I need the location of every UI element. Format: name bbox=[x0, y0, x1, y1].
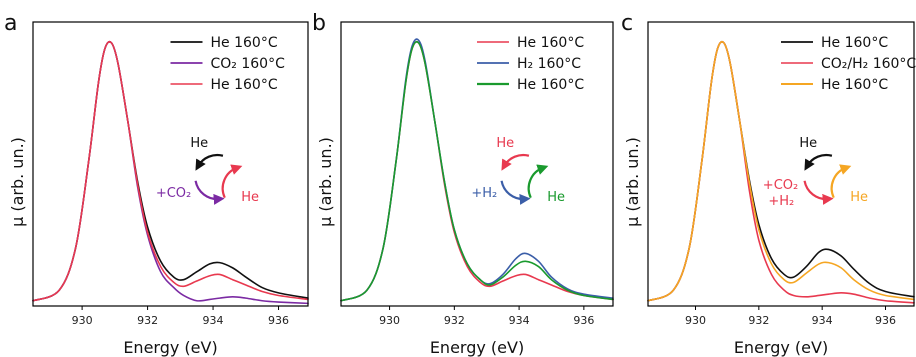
chart-panel-c: c 930 932 934 936 Energy (eV) μ (arb. un.) He 1… bbox=[621, 11, 916, 357]
x-tick-label: 932 bbox=[748, 314, 769, 327]
x-tick-label: 932 bbox=[137, 314, 158, 327]
cycle-arrow-right bbox=[221, 164, 243, 199]
panel-letter: b bbox=[312, 11, 326, 36]
plot-frame bbox=[647, 21, 915, 307]
legend-entry-1: He 160°C bbox=[821, 35, 888, 51]
y-axis-label: μ (arb. un.) bbox=[8, 137, 27, 227]
series-line-3 bbox=[647, 41, 915, 302]
y-axis-label: μ (arb. un.) bbox=[623, 137, 642, 227]
legend-entry-1: He 160°C bbox=[211, 35, 278, 51]
legend-entry-3: He 160°C bbox=[211, 77, 278, 93]
x-tick-label: 930 bbox=[379, 314, 400, 327]
cycle-arrow-left bbox=[500, 180, 531, 205]
legend-entry-1: He 160°C bbox=[517, 35, 584, 51]
cycle-label-left: +CO₂ bbox=[156, 186, 191, 201]
x-axis-label: Energy (eV) bbox=[430, 338, 524, 357]
cycle-arrow-left bbox=[194, 180, 225, 205]
cycle-arrow-top bbox=[804, 153, 833, 171]
cycle-label-top: He bbox=[190, 136, 208, 151]
legend-entry-3: He 160°C bbox=[821, 77, 888, 93]
x-axis-label: Energy (eV) bbox=[123, 338, 217, 357]
legend-entry-2: CO₂ 160°C bbox=[211, 56, 286, 72]
x-tick-label: 930 bbox=[685, 314, 706, 327]
plot-frame bbox=[340, 21, 614, 307]
plot-frame bbox=[32, 21, 309, 307]
x-axis-label: Energy (eV) bbox=[734, 338, 828, 357]
x-tick-label: 934 bbox=[812, 314, 833, 327]
x-tick-label: 936 bbox=[268, 314, 289, 327]
chart-panel-b: b 930 932 934 936 Energy (eV) μ (arb. un.) He 1… bbox=[312, 11, 614, 357]
cycle-arrow-top bbox=[501, 153, 530, 171]
panel-letter: a bbox=[4, 11, 17, 36]
x-tick-label: 936 bbox=[875, 314, 896, 327]
cycle-arrow-left bbox=[803, 180, 834, 205]
x-tick-label: 934 bbox=[203, 314, 224, 327]
cycle-label-right: He bbox=[850, 190, 868, 205]
cycle-label-top: He bbox=[496, 136, 514, 151]
chart-panel-a: a 930 932 934 936 Energy (eV) μ (arb. un.) He 1… bbox=[4, 11, 309, 357]
legend-entry-3: He 160°C bbox=[517, 77, 584, 93]
legend-entry-2: H₂ 160°C bbox=[517, 56, 581, 72]
cycle-label-left-2: +H₂ bbox=[768, 194, 794, 209]
cycle-arrow-right bbox=[527, 164, 549, 199]
cycle-arrow-right bbox=[830, 164, 852, 199]
series-line-3 bbox=[32, 41, 309, 302]
cycle-label-right: He bbox=[547, 190, 565, 205]
x-tick-label: 930 bbox=[72, 314, 93, 327]
cycle-label-left: +H₂ bbox=[471, 186, 497, 201]
cycle-label-left: +CO₂ bbox=[763, 178, 798, 193]
cycle-label-top: He bbox=[799, 136, 817, 151]
x-tick-label: 932 bbox=[444, 314, 465, 327]
series-line-3 bbox=[340, 41, 614, 302]
legend-entry-2: CO₂/H₂ 160°C bbox=[821, 56, 916, 72]
panel-letter: c bbox=[621, 11, 633, 36]
x-tick-label: 936 bbox=[573, 314, 594, 327]
cycle-arrow-top bbox=[195, 153, 224, 171]
cycle-label-right: He bbox=[241, 190, 259, 205]
y-axis-label: μ (arb. un.) bbox=[316, 137, 335, 227]
x-tick-label: 934 bbox=[509, 314, 530, 327]
